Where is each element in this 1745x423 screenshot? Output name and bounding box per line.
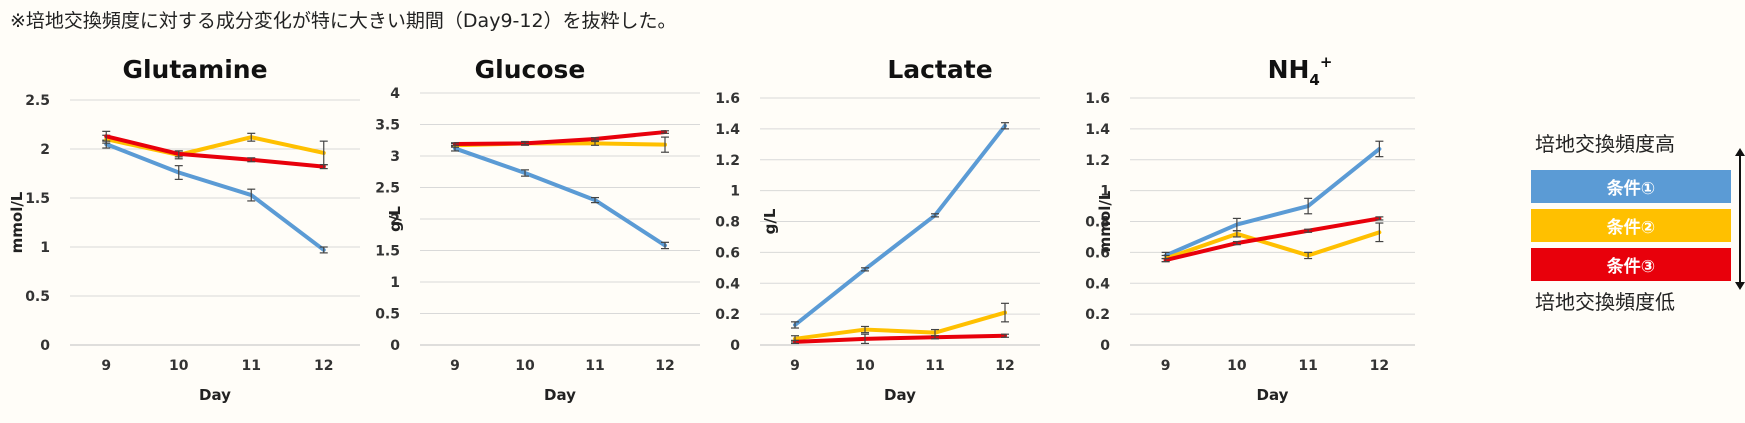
x-tick-label: 12	[655, 358, 674, 374]
x-axis-label: Day	[199, 386, 231, 404]
x-tick-label: 12	[1370, 358, 1389, 374]
y-tick-label: 3	[390, 149, 400, 165]
y-tick-label: 2	[40, 142, 50, 158]
y-tick-label: 0.2	[1085, 307, 1110, 323]
series-line-3	[104, 134, 326, 169]
chart-title: Glucose	[475, 55, 586, 84]
y-tick-label: 1.4	[1085, 122, 1110, 138]
series-line-2	[1163, 230, 1382, 261]
x-tick-label: 10	[855, 358, 875, 374]
x-tick-label: 12	[314, 358, 333, 374]
legend-low-label: 培地交換頻度低	[1535, 290, 1675, 314]
series-line-1	[453, 146, 667, 248]
y-tick-label: 1	[730, 184, 740, 200]
chart-0: 0 0.5 1 1.5 2 2.5 9 10 11 12 Day mmol/L Glutamine	[8, 55, 360, 404]
series-line-3	[1163, 216, 1382, 263]
y-tick-label: 0	[730, 338, 740, 354]
y-axis-label: mmol/L	[8, 191, 26, 253]
y-tick-label: 0.4	[715, 276, 740, 292]
y-tick-label: 1.4	[715, 122, 740, 138]
chart-title: Glutamine	[122, 55, 267, 84]
y-axis-label: g/L	[761, 208, 779, 234]
page-note: ※培地交換頻度に対する成分変化が特に大きい期間（Day9-12）を抜粋した。	[10, 10, 677, 32]
chart-title: NH4+	[1268, 53, 1333, 89]
x-tick-label: 9	[101, 358, 111, 374]
x-tick-label: 10	[1227, 358, 1247, 374]
y-tick-label: 0.5	[375, 307, 400, 323]
series-line-2	[793, 310, 1007, 341]
series-line-1	[1163, 146, 1382, 258]
y-tick-label: 0	[40, 338, 50, 354]
series-line-1	[793, 123, 1007, 327]
y-tick-label: 1	[390, 275, 400, 291]
series-line-3	[793, 333, 1007, 344]
x-tick-label: 11	[585, 358, 604, 374]
legend-high-label: 培地交換頻度高	[1535, 132, 1675, 156]
x-tick-label: 12	[995, 358, 1014, 374]
y-tick-label: 1.6	[1085, 91, 1110, 107]
frequency-arrow-icon	[1735, 148, 1745, 290]
legend-item-condition-3: 条件③	[1531, 248, 1731, 281]
series-line-1	[104, 142, 326, 252]
x-tick-label: 10	[515, 358, 535, 374]
y-tick-label: 3.5	[375, 118, 400, 134]
y-tick-label: 0.4	[1085, 276, 1110, 292]
chart-title-subscript: 4	[1309, 71, 1319, 89]
x-tick-label: 11	[242, 358, 261, 374]
chart-3: 0 0.2 0.4 0.6 0.8 1 1.2 1.4 1.6 9 10 11 12 Day mmol/L N…	[1085, 53, 1415, 404]
y-tick-label: 0.6	[1085, 245, 1110, 261]
y-tick-label: 0.8	[1085, 215, 1110, 231]
legend-item-condition-2: 条件②	[1531, 209, 1731, 242]
y-tick-label: 1	[1100, 184, 1110, 200]
y-tick-label: 1.6	[715, 91, 740, 107]
y-tick-label: 0	[1100, 338, 1110, 354]
y-tick-label: 2.5	[375, 181, 400, 197]
x-tick-label: 10	[169, 358, 189, 374]
y-tick-label: 1.5	[375, 244, 400, 260]
chart-1: 0 0.5 1 1.5 2 2.5 3 3.5 4 9 10 11 12 Day g/L Glucose	[375, 55, 700, 404]
y-tick-label: 4	[390, 86, 400, 102]
chart-title: Lactate	[887, 55, 992, 84]
y-tick-label: 0.8	[715, 215, 740, 231]
x-tick-label: 9	[1161, 358, 1171, 374]
y-tick-label: 0.2	[715, 307, 740, 323]
chart-title-superscript: +	[1320, 53, 1333, 71]
y-axis-label: mmol/L	[1096, 190, 1114, 252]
x-tick-label: 11	[1298, 358, 1317, 374]
chart-2: 0 0.2 0.4 0.6 0.8 1 1.2 1.4 1.6 9 10 11 12 Day g/L Lact…	[715, 55, 1040, 404]
x-tick-label: 9	[450, 358, 460, 374]
x-axis-label: Day	[1257, 386, 1289, 404]
x-axis-label: Day	[544, 386, 576, 404]
y-axis-label: g/L	[386, 206, 404, 232]
y-tick-label: 2	[390, 212, 400, 228]
legend-item-condition-1: 条件①	[1531, 170, 1731, 203]
y-tick-label: 1	[40, 240, 50, 256]
x-tick-label: 11	[925, 358, 944, 374]
y-tick-label: 0	[390, 338, 400, 354]
x-axis-label: Day	[884, 386, 916, 404]
y-tick-label: 2.5	[25, 93, 50, 109]
x-tick-label: 9	[790, 358, 800, 374]
y-tick-label: 1.2	[715, 153, 740, 169]
y-tick-label: 0.6	[715, 245, 740, 261]
series-line-3	[453, 130, 667, 147]
y-tick-label: 1.2	[1085, 153, 1110, 169]
y-tick-label: 1.5	[25, 191, 50, 207]
y-tick-label: 0.5	[25, 289, 50, 305]
